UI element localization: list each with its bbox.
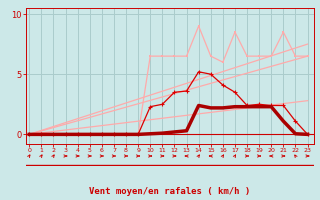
Text: Vent moyen/en rafales ( km/h ): Vent moyen/en rafales ( km/h ) [89, 187, 250, 196]
